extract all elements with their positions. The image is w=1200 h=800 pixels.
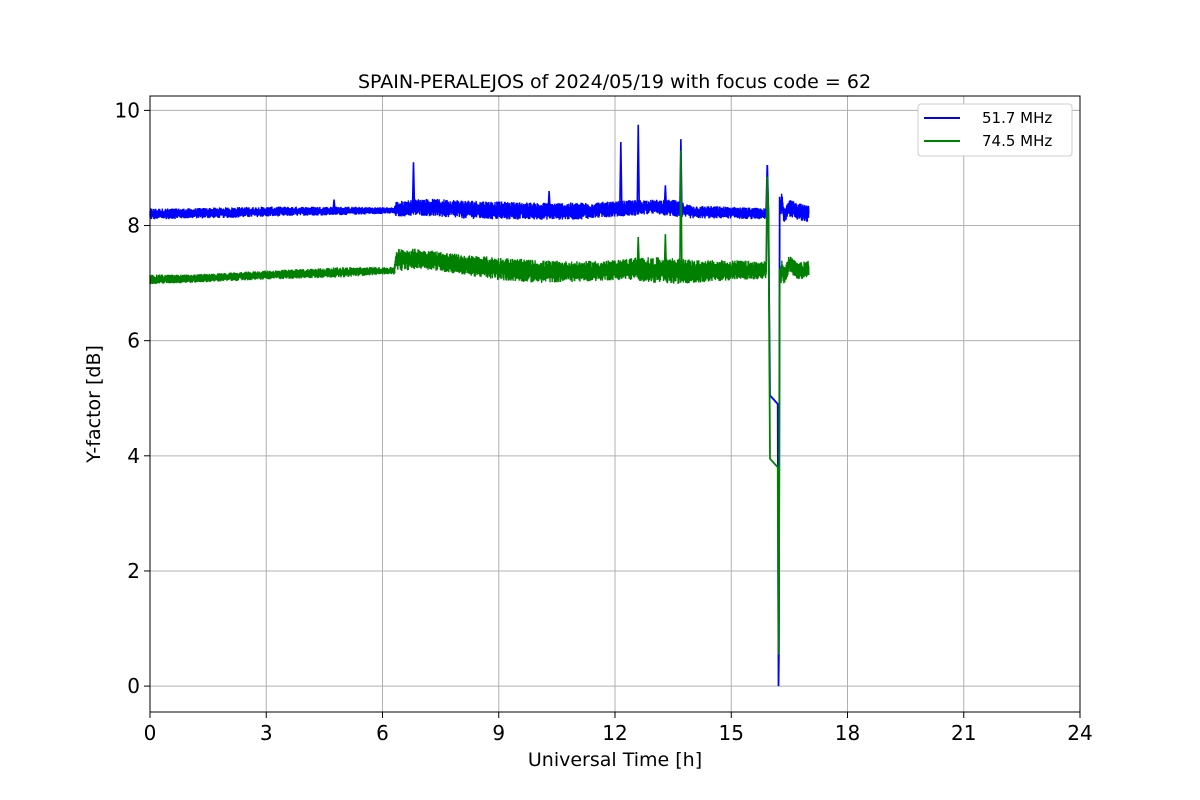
x-tick-label: 12 bbox=[602, 721, 627, 745]
series-spike bbox=[332, 199, 336, 211]
x-tick-label: 15 bbox=[719, 721, 744, 745]
series-tail-line bbox=[765, 176, 809, 655]
series-tail-noise bbox=[780, 256, 810, 284]
legend-label: 74.5 MHz bbox=[982, 132, 1052, 150]
series-1 bbox=[149, 150, 810, 655]
x-axis-label: Universal Time [h] bbox=[528, 749, 702, 771]
series-spike bbox=[663, 234, 668, 271]
y-axis-label: Y-factor [dB] bbox=[83, 345, 105, 464]
y-tick-label: 2 bbox=[127, 559, 140, 583]
series-tail-noise bbox=[780, 193, 810, 222]
legend: 51.7 MHz 74.5 MHz bbox=[917, 103, 1073, 157]
x-tick-label: 21 bbox=[951, 721, 976, 745]
y-tick-label: 10 bbox=[115, 98, 140, 122]
series-spike bbox=[636, 124, 641, 208]
plot-layer bbox=[149, 124, 810, 687]
y-tick-label: 6 bbox=[127, 329, 140, 353]
series-spike bbox=[547, 190, 551, 212]
series-spike bbox=[411, 162, 416, 208]
series-spike bbox=[636, 237, 641, 270]
chart-title: SPAIN-PERALEJOS of 2024/05/19 with focus… bbox=[358, 71, 871, 93]
series-spike bbox=[619, 142, 623, 209]
series-0 bbox=[149, 124, 810, 687]
x-tick-label: 24 bbox=[1067, 721, 1092, 745]
y-tick-label: 4 bbox=[127, 444, 140, 468]
legend-label: 51.7 MHz bbox=[982, 109, 1052, 127]
y-tick-label: 8 bbox=[127, 214, 140, 238]
series-band-line bbox=[149, 198, 767, 220]
grid-layer bbox=[149, 96, 1081, 712]
series-spike bbox=[663, 185, 668, 208]
series-tail-line bbox=[765, 165, 809, 687]
series-spike bbox=[679, 150, 683, 272]
x-tick-label: 0 bbox=[144, 721, 157, 745]
x-tick-label: 3 bbox=[260, 721, 273, 745]
series-band-line bbox=[149, 248, 767, 285]
x-tick-label: 18 bbox=[835, 721, 860, 745]
y-tick-label: 0 bbox=[127, 674, 140, 698]
x-tick-label: 9 bbox=[492, 721, 505, 745]
x-tick-label: 6 bbox=[376, 721, 389, 745]
